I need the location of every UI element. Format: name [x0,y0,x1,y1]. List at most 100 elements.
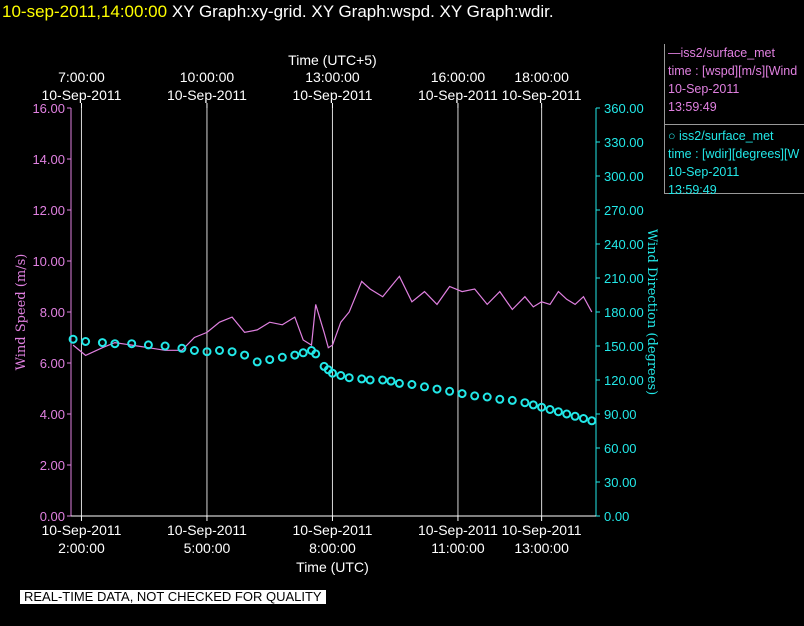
y2-tick-label: 0.00 [604,509,629,524]
series-point-wdir [240,350,250,360]
top-tick-label-date: 10-Sep-2011 [502,87,582,103]
x-tick-label-time: 8:00:00 [309,540,356,556]
legend-wspd-time: 13:59:49 [668,100,717,114]
x-tick-label-time: 11:00:00 [431,540,485,556]
series-point-wdir [545,405,555,414]
series-point-wdir [160,341,170,351]
header-timestamp: 10-sep-2011,14:00:00 [2,2,168,21]
series-point-wdir [127,339,137,349]
series-point-wdir [378,375,388,385]
legend-entry-wdir: ○ iss2/surface_met time : [wdir][degrees… [664,125,804,197]
x-axis-title: Time (UTC) [296,559,369,575]
top-tick-label-time: 16:00:00 [431,69,486,85]
y-tick-label: 6.00 [40,356,65,371]
series-point-wdir [520,398,530,408]
x-tick-label-date: 10-Sep-2011 [167,522,247,538]
series-point-wdir [445,386,455,396]
y2-tick-label: 30.00 [604,475,637,490]
series-point-wdir [562,409,572,419]
x-tick-label-date: 10-Sep-2011 [418,522,498,538]
top-tick-label-time: 7:00:00 [58,69,105,85]
x-tick-label-time: 2:00:00 [58,540,105,556]
series-point-wdir [202,347,212,357]
y-tick-label: 2.00 [40,458,65,473]
series-point-wdir [110,339,120,349]
series-point-wdir [365,375,375,385]
legend-wdir-variable: time : [wdir][degrees][W [668,147,800,161]
series-point-wdir [290,350,300,360]
series-point-wdir [97,338,107,348]
x-tick-label-date: 10-Sep-2011 [41,522,121,538]
y2-tick-label: 60.00 [604,441,637,456]
top-tick-label-date: 10-Sep-2011 [418,87,498,103]
series-point-wdir [177,343,187,353]
top-tick-label-date: 10-Sep-2011 [167,87,247,103]
y2-tick-label: 180.00 [604,305,644,320]
series-point-wdir [215,346,224,355]
x-tick-label-time: 5:00:00 [184,540,231,556]
top-tick-label-time: 18:00:00 [514,69,569,85]
top-tick-label-time: 10:00:00 [180,69,235,85]
y2-tick-label: 360.00 [604,101,644,116]
header-title: XY Graph:xy-grid. XY Graph:wspd. XY Grap… [171,2,554,21]
top-tick-label-date: 10-Sep-2011 [41,87,121,103]
y2-tick-label: 90.00 [604,407,637,422]
y2-tick-label: 240.00 [604,237,644,252]
series-point-wdir [336,371,346,380]
series-point-wdir [143,340,153,350]
legend-entry-wspd: —iss2/surface_met time : [wspd][m/s][Win… [664,44,804,125]
series-point-wdir [507,395,517,405]
series-point-wdir [252,357,262,367]
legend-wspd-dataset: —iss2/surface_met [668,46,775,60]
y2-tick-label: 120.00 [604,373,644,388]
y2-tick-label: 270.00 [604,203,644,218]
y-tick-label: 0.00 [40,509,65,524]
series-point-wdir [495,394,505,404]
series-point-wdir [528,400,538,410]
series-point-wdir [227,347,237,357]
series-point-wdir [482,392,492,402]
series-point-wdir [470,391,480,401]
series-point-wdir [407,380,417,389]
graph-header: 10-sep-2011,14:00:00 XY Graph:xy-grid. X… [0,2,804,24]
legend-wspd-date: 10-Sep-2011 [668,82,740,96]
series-point-wdir [328,368,337,378]
series-point-wdir [457,389,467,399]
y2-tick-label: 300.00 [604,169,644,184]
series-point-wdir [311,349,321,359]
y-tick-label: 12.00 [32,203,65,218]
legend-wdir-dataset: ○ iss2/surface_met [668,129,774,143]
legend-wspd-variable: time : [wspd][m/s][Wind [668,64,798,78]
series-point-wdir [298,348,308,358]
y-axis-title: Wind Speed (m/s) [14,254,29,371]
series-point-wdir [432,384,442,394]
x-tick-label-time: 13:00:00 [514,540,569,556]
series-point-wdir [537,402,547,412]
top-tick-label-date: 10-Sep-2011 [292,87,372,103]
series-point-wdir [81,337,91,346]
series-point-wdir [357,374,367,384]
series-point-wdir [68,334,78,344]
y-tick-label: 10.00 [32,254,65,269]
legend-wdir-time: 13:59:49 [668,183,717,197]
series-point-wdir [386,376,396,386]
series-point-wdir [587,416,597,426]
y-tick-label: 14.00 [32,152,65,167]
y-tick-label: 16.00 [32,101,65,116]
top-axis-title: Time (UTC+5) [288,52,377,68]
y2-tick-label: 210.00 [604,271,644,286]
y2-tick-label: 150.00 [604,339,644,354]
y-tick-label: 4.00 [40,407,65,422]
series-point-wdir [189,346,199,355]
series-point-wdir [553,407,563,417]
x-tick-label-date: 10-Sep-2011 [292,522,372,538]
series-point-wdir [344,373,354,383]
quality-disclaimer: REAL-TIME DATA, NOT CHECKED FOR QUALITY [20,590,326,604]
y2-axis-title: Wind Direction (degrees) [644,229,659,395]
legend: —iss2/surface_met time : [wspd][m/s][Win… [664,44,804,197]
series-point-wdir [277,352,287,362]
y-tick-label: 8.00 [40,305,65,320]
series-point-wdir [570,411,580,421]
